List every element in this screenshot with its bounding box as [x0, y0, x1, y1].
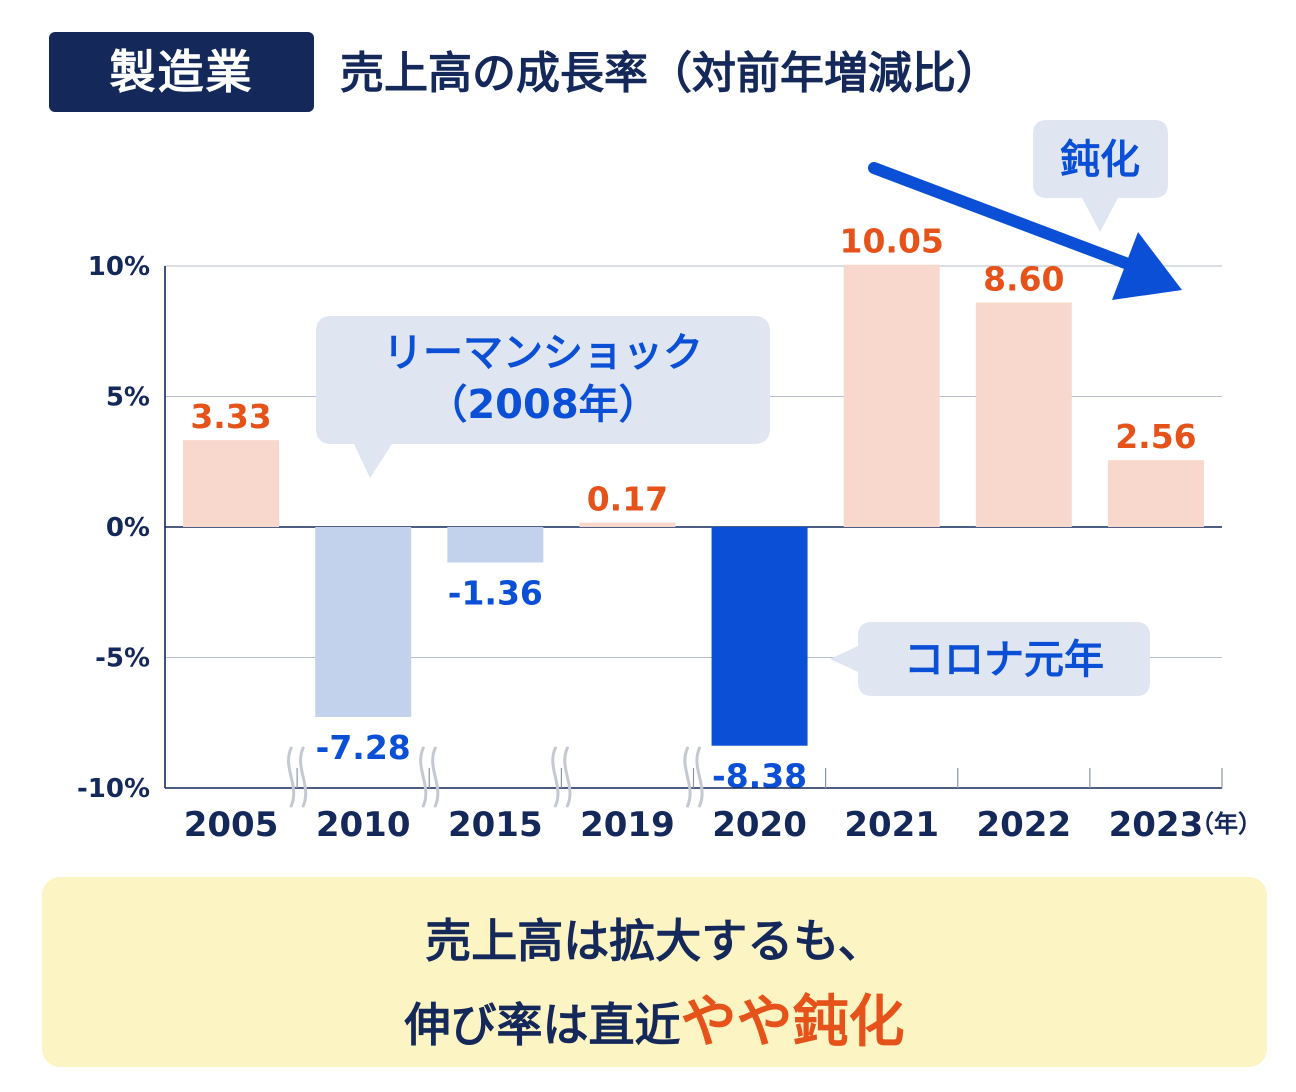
axis-break-icon [551, 746, 572, 808]
corona-callout-bubble [830, 622, 1150, 696]
x-tick-label: 2020 [712, 805, 807, 845]
header: 製造業 売上高の成長率（対前年増減比） [0, 0, 1296, 130]
axis-layer: 10% 5% 0% -5% -10% 2005 2010 2015 2019 2020 2021 20… [77, 252, 1262, 845]
trend-arrow-icon [868, 162, 1182, 300]
axis-break-stroke [299, 746, 308, 808]
bar [1107, 460, 1204, 527]
corona-callout-label: コロナ元年 [904, 637, 1104, 683]
x-tick-label: 2019 [580, 805, 675, 845]
bar [183, 440, 280, 527]
axis-break-stroke [551, 746, 560, 808]
summary-highlight: やや鈍化 [680, 990, 905, 1055]
lehman-callout-bubble [316, 316, 770, 478]
lehman-callout-line1: リーマンショック [383, 330, 703, 376]
slowdown-callout: 鈍化 [1033, 120, 1168, 232]
y-tick-label: -5% [95, 644, 150, 674]
x-tick-label: 2010 [316, 805, 411, 845]
industry-badge: 製造業 [49, 32, 314, 112]
value-label: -1.36 [448, 573, 543, 612]
x-tick-label: 2005 [184, 805, 279, 845]
value-label: 3.33 [190, 397, 271, 436]
axis-break-stroke [287, 746, 296, 808]
value-label: -8.38 [712, 757, 807, 796]
summary-box: 売上高は拡大するも、 伸び率は直近やや鈍化 [42, 877, 1267, 1067]
axis-break-icon [419, 746, 440, 808]
x-tick-label: 2022 [976, 805, 1071, 845]
bar [975, 302, 1072, 527]
bar [447, 527, 544, 563]
y-tick-label: 0% [106, 513, 150, 543]
x-tick-label: 2021 [844, 805, 939, 845]
axis-break-icon [683, 746, 704, 808]
corona-callout: コロナ元年 [830, 622, 1150, 696]
axis-break-stroke [683, 746, 692, 808]
value-label: 0.17 [587, 480, 668, 519]
bar-layer: 3.33 -7.28 -1.36 0.17 -8.38 10.05 8.60 2.56 [183, 222, 1204, 796]
lehman-callout-line2: （2008年） [427, 382, 658, 428]
lehman-callout: リーマンショック （2008年） [316, 316, 770, 478]
y-tick-label: 10% [88, 252, 150, 282]
bar [579, 522, 676, 527]
growth-rate-chart: 3.33 -7.28 -1.36 0.17 -8.38 10.05 8.60 2.56 10%… [77, 120, 1262, 845]
x-tick-label: 2023 [1109, 805, 1204, 845]
axis-break-stroke [431, 746, 440, 808]
value-label: 10.05 [839, 222, 943, 261]
bar [315, 527, 412, 718]
bar [843, 264, 940, 527]
summary-line-1: 売上高は拡大するも、 [425, 914, 884, 968]
value-label: 2.56 [1115, 417, 1196, 456]
axis-break-icon [287, 746, 308, 808]
axis-break-stroke [695, 746, 704, 808]
x-tick-label: 2015 [448, 805, 543, 845]
x-unit-label: （年） [1190, 810, 1262, 838]
y-tick-label: 5% [106, 383, 150, 413]
value-label: -7.28 [316, 728, 411, 767]
y-tick-label: -10% [77, 774, 150, 804]
slowdown-callout-bubble [1033, 120, 1168, 232]
axis-break-stroke [563, 746, 572, 808]
value-label: 8.60 [983, 260, 1064, 299]
summary-line-2: 伸び率は直近やや鈍化 [42, 977, 1267, 1058]
bar [711, 527, 808, 746]
axis-break-stroke [419, 746, 428, 808]
summary-line-2-prefix: 伸び率は直近 [404, 998, 681, 1052]
slowdown-callout-label: 鈍化 [1060, 137, 1140, 183]
chart-title: 売上高の成長率（対前年増減比） [340, 48, 1000, 99]
